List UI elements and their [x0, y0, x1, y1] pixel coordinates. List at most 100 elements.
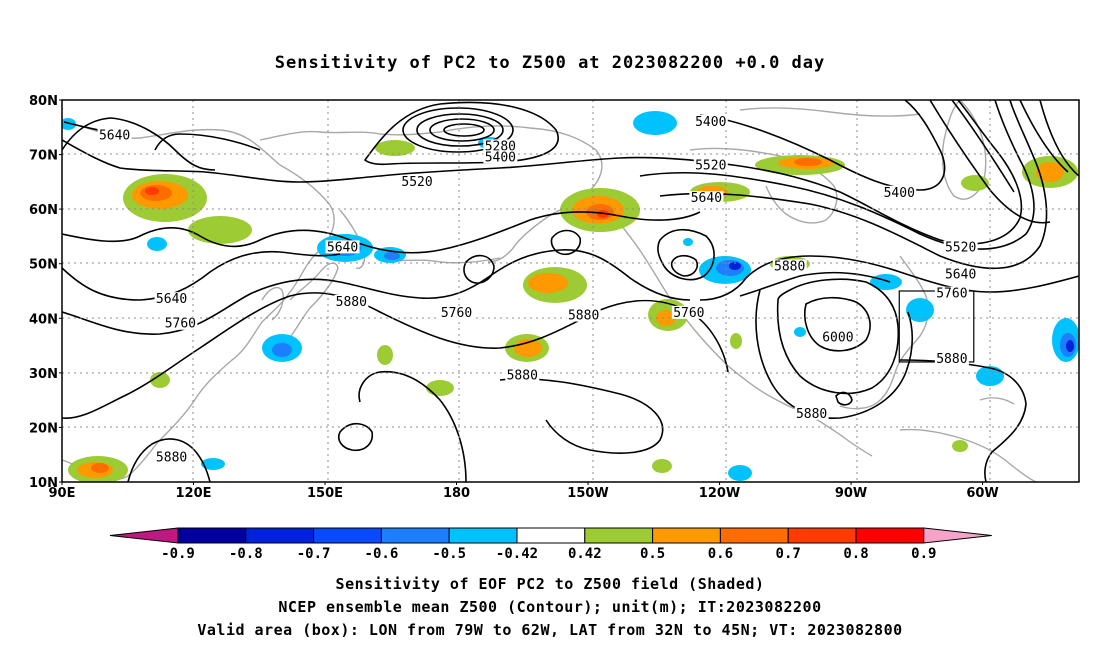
colorbar-label: 0.9	[911, 546, 936, 562]
colorbar-segment	[855, 527, 925, 544]
contour-label-halo	[794, 406, 829, 420]
contour-label: 5520	[401, 175, 432, 190]
lat-tick-label: 20N	[29, 421, 58, 436]
contour-label-halo	[943, 240, 978, 254]
colorbar-label: -0.9	[161, 546, 195, 562]
lon-tick-label: 150W	[567, 486, 608, 501]
contour-label: 5640	[327, 240, 358, 255]
colorbar-label: 0.5	[640, 546, 665, 562]
caption-line-2: NCEP ensemble mean Z500 (Contour); unit(…	[278, 598, 821, 616]
colorbar-segment	[787, 527, 857, 544]
contour-label: 5880	[336, 295, 367, 310]
contour-label-halo	[505, 368, 540, 382]
contour-label: 5880	[156, 450, 187, 465]
negative-shading-high	[729, 262, 1074, 352]
lon-tick-label: 150E	[307, 486, 343, 501]
colorbar-segment	[313, 527, 382, 544]
contour-label-halo	[566, 308, 601, 322]
colorbar-label: 0.7	[776, 546, 801, 562]
colorbar-high-end	[923, 527, 992, 544]
colorbar-label: 0.42	[568, 546, 602, 562]
contour-label-halo	[154, 292, 189, 306]
contour-label-halo	[820, 330, 855, 344]
contour-label-halo	[400, 174, 435, 188]
contour-label: 5400	[884, 186, 915, 201]
contour-label: 5880	[796, 407, 827, 422]
colorbar-label: 0.6	[708, 546, 733, 562]
colorbar-segment	[516, 527, 586, 544]
contour-label-halo	[483, 150, 518, 164]
contour-label: 5880	[936, 352, 967, 367]
lon-tick-label: 120W	[699, 486, 740, 501]
colorbar-label: -0.6	[365, 546, 399, 562]
contour-label-halo	[943, 267, 978, 281]
lat-tick-label: 80N	[29, 94, 58, 109]
contour-label-halo	[689, 191, 724, 205]
contour-label-halo	[97, 128, 132, 142]
colorbar-segment	[177, 527, 247, 544]
caption-line-1: Sensitivity of EOF PC2 to Z500 field (Sh…	[336, 575, 765, 593]
contour-label: 5640	[156, 292, 187, 307]
lat-tick-label: 10N	[29, 476, 58, 491]
colorbar-label: -0.5	[432, 546, 466, 562]
contour-label: 5640	[945, 268, 976, 283]
contour-label-halo	[483, 139, 518, 153]
contour-label: 5880	[507, 369, 538, 384]
colorbar-segment	[245, 527, 315, 544]
contour-label-halo	[693, 158, 728, 172]
contour-label-halo	[671, 305, 706, 319]
colorbar-segment	[380, 527, 450, 544]
contour-label-halo	[934, 352, 969, 366]
contour-label-halo	[439, 305, 474, 319]
graticule	[62, 100, 1079, 482]
contour-label-halo	[325, 240, 360, 254]
colorbar-segment	[584, 527, 654, 544]
figure-title: Sensitivity of PC2 to Z500 at 2023082200…	[275, 53, 826, 73]
lon-tick-label: 180	[443, 486, 470, 501]
contour-label: 5640	[691, 191, 722, 206]
z500-contours	[62, 100, 1079, 482]
contour-label-halo	[693, 114, 728, 128]
contour-label-halo	[882, 185, 917, 199]
colorbar-segment	[719, 527, 789, 544]
colorbar-label: -0.42	[496, 546, 538, 562]
contour-label: 6000	[822, 330, 853, 345]
colorbar-label: -0.8	[229, 546, 263, 562]
contour-label: 5760	[936, 287, 967, 302]
contour-label: 5400	[485, 150, 516, 165]
contour-label: 5520	[945, 240, 976, 255]
lat-tick-label: 50N	[29, 258, 58, 273]
contour-label-halo	[934, 286, 969, 300]
colorbar-segment	[652, 527, 721, 544]
colorbar: -0.9 -0.8 -0.7 -0.6 -0.5 -0.42 0.42 0.5 0.6 0.7 0.…	[109, 527, 992, 562]
contour-label: 5640	[99, 128, 130, 143]
longitude-tick-labels: 90E 120E 150E 180 150W 120W 90W 60W	[49, 482, 999, 501]
colorbar-low-end	[109, 527, 179, 544]
lat-tick-label: 70N	[29, 149, 58, 164]
contour-label: 5760	[165, 317, 196, 332]
contour-label-halo	[163, 316, 198, 330]
caption-line-3: Valid area (box): LON from 79W to 62W, L…	[197, 621, 902, 639]
lon-tick-label: 90W	[835, 486, 867, 501]
lat-tick-label: 40N	[29, 312, 58, 327]
colorbar-segment	[448, 527, 518, 544]
contour-label: 5880	[568, 309, 599, 324]
contour-label: 5520	[695, 158, 726, 173]
colorbar-label: -0.7	[297, 546, 331, 562]
lat-tick-label: 30N	[29, 367, 58, 382]
contour-label: 5760	[441, 306, 472, 321]
colorbar-label: 0.8	[843, 546, 868, 562]
latitude-tick-labels: 80N 70N 60N 50N 40N 30N 20N 10N	[29, 94, 62, 491]
map-border	[61, 99, 1080, 483]
contour-label: 5880	[774, 259, 805, 274]
lon-tick-label: 60W	[966, 486, 998, 501]
contour-label: 5400	[695, 115, 726, 130]
contour-label-halo	[334, 294, 369, 308]
lat-tick-label: 60N	[29, 203, 58, 218]
lon-tick-label: 90E	[49, 486, 76, 501]
contour-label-halo	[772, 259, 807, 273]
contour-label-halo	[154, 450, 189, 464]
lon-tick-label: 120E	[175, 486, 211, 501]
